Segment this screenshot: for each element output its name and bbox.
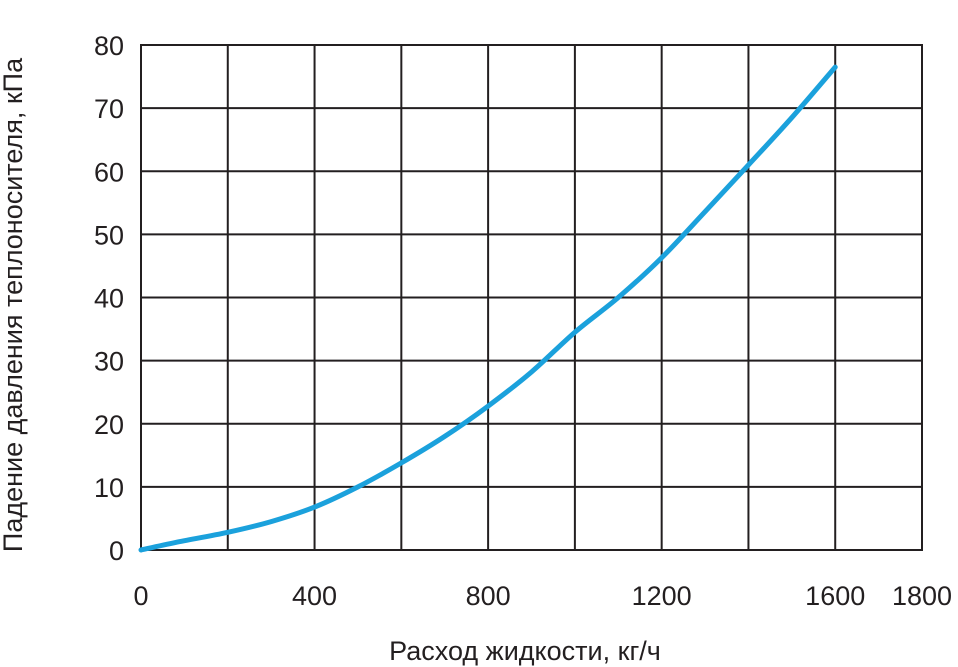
y-tick-label: 20 (94, 410, 124, 440)
x-tick-label: 0 (133, 581, 148, 611)
plot-frame (140, 44, 923, 551)
x-tick-label: 1600 (805, 581, 865, 611)
y-tick-label: 70 (94, 94, 124, 124)
y-tick-label: 0 (109, 536, 124, 566)
grid (140, 44, 923, 551)
y-tick-label: 30 (94, 347, 124, 377)
x-tick-label: 1800 (892, 581, 952, 611)
x-tick-label: 1200 (632, 581, 692, 611)
y-tick-label: 10 (94, 473, 124, 503)
x-tick-label: 800 (466, 581, 511, 611)
y-tick-label: 80 (94, 31, 124, 61)
x-tick-label: 400 (292, 581, 337, 611)
y-tick-label: 60 (94, 157, 124, 187)
y-axis-label: Падение давления теплоносителя, кПа (0, 57, 28, 552)
series-line-0 (138, 64, 838, 553)
y-tick-label: 40 (94, 284, 124, 314)
y-tick-labels: 0 10 20 30 40 50 60 70 80 (94, 31, 124, 566)
x-tick-labels: 0 400 800 1200 1600 1800 (133, 581, 952, 611)
x-axis-label: Расход жидкости, кг/ч (389, 636, 661, 666)
series-layer (138, 64, 838, 553)
y-tick-label: 50 (94, 220, 124, 250)
